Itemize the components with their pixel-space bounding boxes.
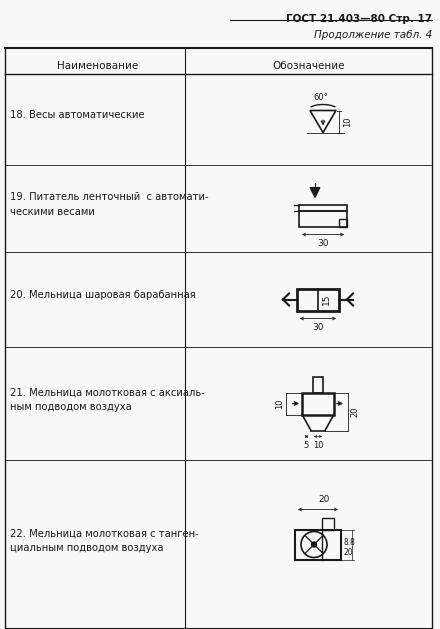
Bar (295, 530, 341, 560)
Text: 10: 10 (343, 116, 352, 127)
Text: 30: 30 (312, 323, 324, 333)
Text: 60°: 60° (314, 92, 328, 101)
Text: Продолжение табл. 4: Продолжение табл. 4 (314, 30, 432, 40)
Text: 22. Мельница молотковая с танген-
циальным подводом воздуха: 22. Мельница молотковая с танген- циальн… (10, 528, 199, 553)
Text: 19. Питатель ленточный  с автомати-
ческими весами: 19. Питатель ленточный с автомати- чески… (10, 192, 209, 217)
Circle shape (312, 542, 316, 547)
Text: 10: 10 (275, 398, 284, 409)
Text: 18. Весы автоматические: 18. Весы автоматические (10, 111, 145, 121)
Text: 20: 20 (318, 496, 330, 504)
Bar (299, 211, 347, 226)
Text: Наименование: Наименование (57, 61, 138, 71)
Bar (302, 392, 334, 415)
Bar (297, 289, 339, 311)
Bar (313, 377, 323, 392)
Text: 10: 10 (313, 440, 323, 450)
Text: 5: 5 (304, 440, 309, 450)
Text: 30: 30 (317, 240, 329, 248)
Bar (322, 518, 334, 530)
Text: 21. Мельница молотковая с аксиаль-
ным подводом воздуха: 21. Мельница молотковая с аксиаль- ным п… (10, 387, 205, 412)
Text: 20: 20 (344, 548, 354, 557)
Text: ГОСТ 21.403—80 Стр. 17: ГОСТ 21.403—80 Стр. 17 (286, 14, 432, 24)
Text: 15: 15 (322, 294, 331, 305)
Polygon shape (310, 187, 320, 198)
Bar (339, 218, 347, 226)
Text: 8.8: 8.8 (344, 538, 356, 547)
Bar (299, 204, 347, 211)
Text: 20. Мельница шаровая барабанная: 20. Мельница шаровая барабанная (10, 291, 196, 301)
Text: 20: 20 (350, 406, 359, 417)
Text: Обозначение: Обозначение (272, 61, 345, 71)
